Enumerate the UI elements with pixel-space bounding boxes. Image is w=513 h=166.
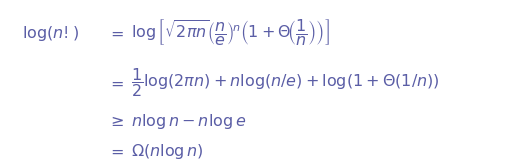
Text: $n\log n - n\log e$: $n\log n - n\log e$: [131, 112, 246, 131]
Text: $\Omega(n\log n)$: $\Omega(n\log n)$: [131, 142, 204, 161]
Text: $=$: $=$: [107, 143, 124, 160]
Text: $\log(n!)$: $\log(n!)$: [23, 24, 80, 43]
Text: $\dfrac{1}{2}\log(2\pi n) + n\log(n/e) + \log(1+\Theta(1/n))$: $\dfrac{1}{2}\log(2\pi n) + n\log(n/e) +…: [131, 67, 440, 99]
Text: $\log \left[\sqrt{2\pi n}\left(\dfrac{n}{e}\right)^{\!n}\left(1+\Theta\!\left(\d: $\log \left[\sqrt{2\pi n}\left(\dfrac{n}…: [131, 18, 329, 48]
Text: $=$: $=$: [107, 75, 124, 91]
Text: $\geq$: $\geq$: [107, 113, 124, 130]
Text: $=$: $=$: [107, 25, 124, 42]
